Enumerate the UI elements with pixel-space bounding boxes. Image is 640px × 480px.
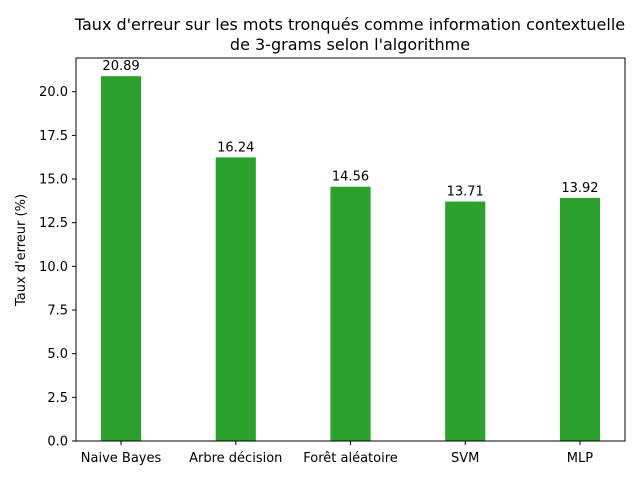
value-labels-layer: 20.89 16.24 14.56 13.71 13.92: [102, 59, 598, 199]
y-tick-label-4: 10.0: [39, 260, 68, 275]
y-tick-label-5: 12.5: [39, 216, 68, 231]
y-axis-label: Taux d'erreur (%): [14, 194, 29, 307]
plot-frame: [75, 57, 626, 442]
chart-title-line-2: de 3-grams selon l'algorithme: [230, 35, 470, 54]
x-tick-label-2: Forêt aléatoire: [303, 451, 398, 466]
y-tick-label-7: 17.5: [39, 129, 68, 144]
x-tick-label-1: Arbre décision: [189, 451, 282, 466]
y-tick-label-2: 5.0: [47, 347, 68, 362]
bars-layer: [100, 76, 601, 442]
y-tick-label-8: 20.0: [39, 85, 68, 100]
bar-value-label-0: 20.89: [102, 59, 139, 74]
bar-value-label-2: 14.56: [332, 170, 369, 185]
chart-title-line-1: Taux d'erreur sur les mots tronqués comm…: [74, 15, 625, 34]
bar-4: [559, 197, 601, 441]
bar-1: [215, 157, 256, 442]
y-tick-label-3: 7.5: [47, 304, 68, 319]
bar-value-label-1: 16.24: [217, 140, 254, 155]
x-tick-label-4: MLP: [567, 451, 593, 466]
y-axis: 0.0 2.5 5.0 7.5 10.0 12.5 15.0 17.5 20.0: [39, 85, 76, 450]
y-tick-label-0: 0.0: [47, 435, 68, 450]
y-tick-label-1: 2.5: [47, 391, 68, 406]
bar-2: [330, 186, 371, 441]
bar-value-label-4: 13.92: [561, 181, 598, 196]
x-tick-label-0: Naive Bayes: [81, 451, 162, 466]
x-tick-label-3: SVM: [451, 451, 479, 466]
y-tick-label-6: 15.0: [39, 173, 68, 188]
bar-0: [100, 76, 142, 442]
bar-value-label-3: 13.71: [447, 185, 484, 200]
bar-3: [445, 201, 486, 441]
x-axis: Naive Bayes Arbre décision Forêt aléatoire…: [81, 441, 593, 466]
